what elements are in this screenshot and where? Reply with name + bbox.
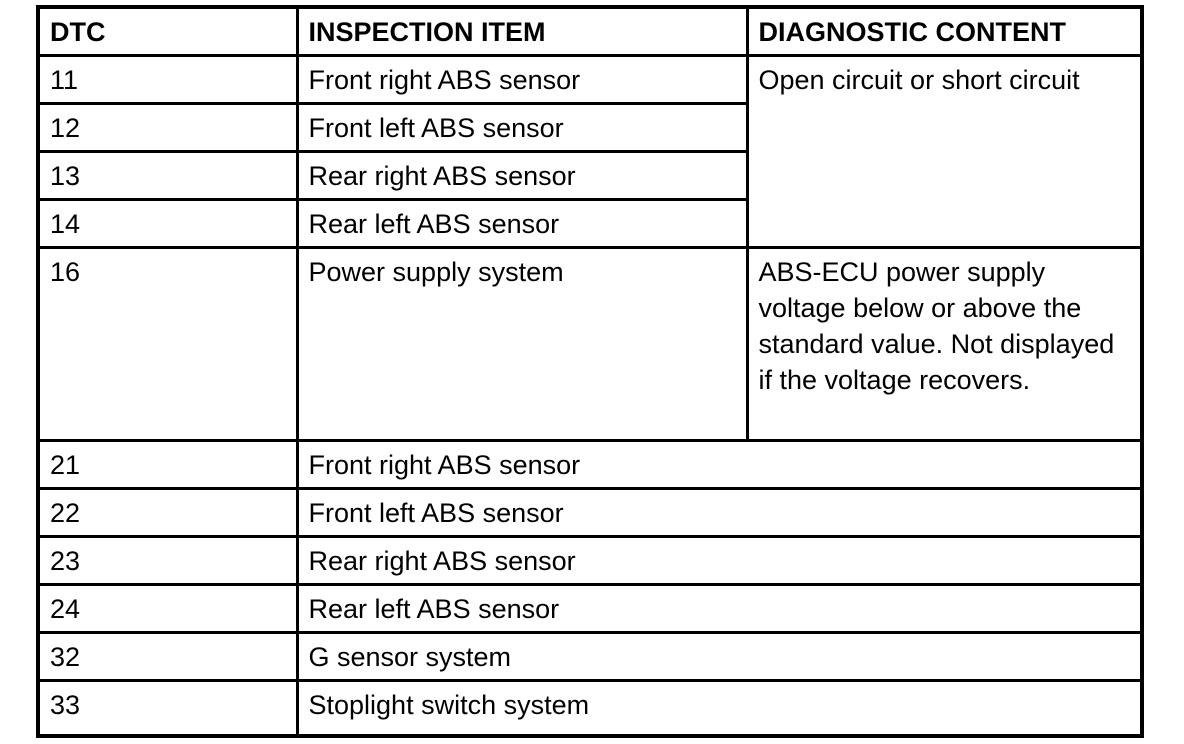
dtc-cell: 14 xyxy=(36,198,299,249)
diagnostic-content-cell: Open circuit or short circuit xyxy=(745,54,1144,249)
table-row-dtc-14: 14 Rear left ABS sensor xyxy=(36,198,1142,249)
table-row-dtc-33: 33 Stoplight switch system xyxy=(36,679,1144,737)
inspection-item-cell: Rear left ABS sensor xyxy=(295,583,1144,634)
header-diagnostic-content: DIAGNOSTIC CONTENT xyxy=(745,5,1144,57)
table-row-dtc-21: 21 Front right ABS sensor xyxy=(36,439,1144,490)
dtc-cell: 33 xyxy=(36,679,299,737)
table-row-dtc-24: 24 Rear left ABS sensor xyxy=(36,583,1144,634)
table-row-dtc-22: 22 Front left ABS sensor xyxy=(36,487,1144,538)
inspection-item-cell: G sensor system xyxy=(295,631,1144,682)
dtc-cell: 23 xyxy=(36,535,299,586)
header-dtc: DTC xyxy=(36,5,299,57)
header-inspection-item: INSPECTION ITEM xyxy=(295,5,749,57)
inspection-item-cell: Power supply system xyxy=(295,246,749,442)
diagnostic-content-cell: ABS-ECU power supply voltage below or ab… xyxy=(745,246,1144,442)
inspection-item-cell: Rear right ABS sensor xyxy=(295,535,1144,586)
inspection-item-cell: Front left ABS sensor xyxy=(295,102,749,153)
table-row-dtc-32: 32 G sensor system xyxy=(36,631,1144,682)
inspection-item-cell: Rear right ABS sensor xyxy=(295,150,749,201)
table-row-dtc-12: 12 Front left ABS sensor xyxy=(36,102,1142,153)
dtc-cell: 32 xyxy=(36,631,299,682)
dtc-cell: 13 xyxy=(36,150,299,201)
inspection-item-cell: Stoplight switch system xyxy=(295,679,1144,737)
dtc-cell: 22 xyxy=(36,487,299,538)
table-row-dtc-16: 16 Power supply system ABS-ECU power sup… xyxy=(36,246,1144,442)
table-header-row: DTC INSPECTION ITEM DIAGNOSTIC CONTENT xyxy=(36,5,1144,57)
inspection-item-cell: Front right ABS sensor xyxy=(295,439,1144,490)
inspection-item-cell: Rear left ABS sensor xyxy=(295,198,749,249)
dtc-cell: 11 xyxy=(36,54,299,105)
inspection-item-cell: Front right ABS sensor xyxy=(295,54,749,105)
dtc-cell: 12 xyxy=(36,102,299,153)
table-row-dtc-11: 11 Front right ABS sensor Open circuit o… xyxy=(36,54,1144,249)
dtc-cell: 24 xyxy=(36,583,299,634)
dtc-table: DTC INSPECTION ITEM DIAGNOSTIC CONTENT 1… xyxy=(36,5,1144,738)
table-row-dtc-23: 23 Rear right ABS sensor xyxy=(36,535,1144,586)
dtc-cell: 16 xyxy=(36,246,299,442)
table-row-dtc-13: 13 Rear right ABS sensor xyxy=(36,150,1142,201)
inspection-item-cell: Front left ABS sensor xyxy=(295,487,1144,538)
dtc-cell: 21 xyxy=(36,439,299,490)
